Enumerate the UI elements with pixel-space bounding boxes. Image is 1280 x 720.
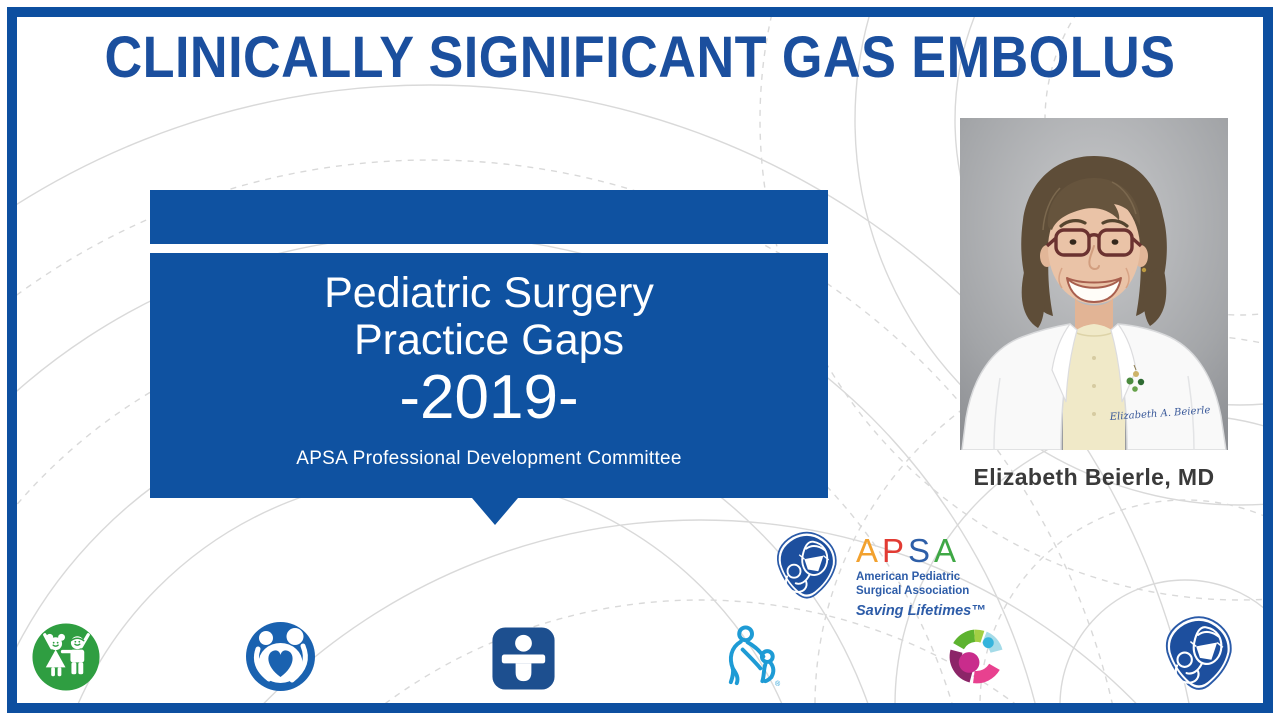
apsa-org-line-1: American Pediatric bbox=[856, 571, 961, 583]
apsa-letter-p: P bbox=[882, 532, 909, 569]
lab-coat bbox=[961, 323, 1227, 451]
earring bbox=[1141, 267, 1147, 273]
children-holding-hands-icon bbox=[30, 621, 102, 698]
apsa-letter-a2: A bbox=[934, 532, 961, 569]
apsa-letter-a1: A bbox=[856, 532, 883, 569]
family-heart-icon bbox=[243, 619, 318, 699]
apsa-wordmark: APSA bbox=[856, 534, 986, 567]
speaker-portrait-illustration: Elizabeth A. Beierle bbox=[960, 118, 1228, 451]
glasses bbox=[1045, 228, 1143, 257]
apsa-tagline: Saving Lifetimes™ bbox=[856, 603, 986, 619]
callout-subtitle: APSA Professional Development Committee bbox=[296, 448, 682, 469]
adult-helping-child-icon: ® bbox=[719, 623, 788, 697]
apsa-triangle-icon bbox=[768, 524, 846, 608]
apsa-logo-lockup: APSA American Pediatric Surgical Associa… bbox=[768, 524, 986, 619]
speaker-name-caption: Elizabeth Beierle, MD bbox=[973, 464, 1215, 490]
callout-line-2: Practice Gaps bbox=[353, 316, 625, 364]
speaker-photo: Elizabeth A. Beierle Elizabeth Beierle, … bbox=[960, 118, 1228, 491]
apsa-letter-s: S bbox=[908, 532, 935, 569]
slide-title: CLINICALLY SIGNIFICANT GAS EMBOLUS bbox=[104, 25, 1176, 90]
brooch bbox=[1126, 364, 1145, 392]
callout-year: -2019- bbox=[399, 363, 579, 432]
callout-tail-pointer bbox=[472, 498, 518, 525]
slide-title-wrap: CLINICALLY SIGNIFICANT GAS EMBOLUS bbox=[16, 24, 1264, 91]
callout-line-1: Pediatric Surgery bbox=[324, 269, 654, 317]
callout-body: Pediatric Surgery Practice Gaps -2019- A… bbox=[150, 253, 828, 498]
multicolor-swirl-icon bbox=[942, 622, 1011, 696]
apsa-logo-text: APSA American Pediatric Surgical Associa… bbox=[856, 524, 986, 619]
baby-care-icon bbox=[489, 624, 558, 698]
apsa-emblem-icon bbox=[1156, 610, 1242, 703]
title-callout: Pediatric Surgery Practice Gaps -2019- A… bbox=[150, 190, 828, 525]
svg-text:®: ® bbox=[775, 680, 780, 688]
apsa-org-line-2: Surgical Association bbox=[856, 585, 970, 597]
callout-top-bar bbox=[150, 190, 828, 244]
